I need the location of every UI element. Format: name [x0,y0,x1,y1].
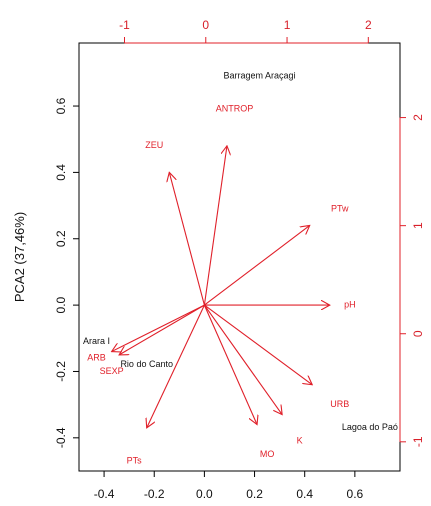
variable-label-arb: ARB [87,353,106,363]
site-label-lagoa-do-pa: Lagoa do Paó [342,422,398,432]
right-tick-label: 2 [411,114,425,121]
variable-label-zeu: ZEU [145,140,163,150]
top-tick-label: 2 [365,18,372,32]
variable-label-mo: MO [260,449,275,459]
left-tick-label: 0.6 [54,97,68,114]
site-label-rio-do-canto: Rio do Canto [120,359,173,369]
left-tick-label: -0.2 [54,361,68,382]
bottom-tick-label: 0.6 [347,487,364,501]
left-tick-label: 0.2 [54,230,68,247]
vector-arrow-zeu [169,172,205,306]
vector-arrow-antrop [203,146,227,306]
bottom-tick-label: 0.2 [246,487,263,501]
right-tick-label: 1 [411,222,425,229]
left-tick-label: 0.4 [54,164,68,181]
vector-arrow-mo [203,304,257,424]
vector-arrow-k [203,304,282,414]
variable-label-ph: pH [344,299,356,309]
vector-arrow-pts [147,304,205,428]
top-tick-label: 1 [284,18,291,32]
variable-label-ptw: PTw [331,203,349,213]
vector-arrow-arb [112,304,205,351]
site-labels: Barragem Araçagi Arara I Rio do Canto Lagoa… [83,71,398,433]
y-axis-label: PCA2 (37,46%) [12,212,27,302]
top-tick-label: 0 [202,18,209,32]
vector-arrow-urb [204,304,312,385]
right-tick-label: 0 [411,330,425,337]
variable-label-urb: URB [330,399,349,409]
bottom-tick-label: -0.4 [94,487,115,501]
variable-label-k: K [297,436,303,446]
variable-label-sexp: SEXP [100,366,124,376]
variable-label-antrop: ANTROP [216,104,254,114]
vector-arrow-sexp [119,304,205,355]
top-tick-label: -1 [119,18,130,32]
right-tick-label: -1 [411,436,425,447]
bottom-tick-label: -0.2 [144,487,165,501]
site-label-barragem-ara-agi: Barragem Araçagi [224,71,296,81]
left-tick-label: 0.0 [54,296,68,313]
loading-vectors [112,146,330,428]
variable-labels: ANTROP ZEU PTw pH ARB SEXP URB K MO PTs [87,104,355,466]
axes: -0.4 -0.2 0.0 0.2 0.4 0.6 -0.4 -0.2 0.0 0.2 0.4 0.6… [54,18,425,501]
variable-label-pts: PTs [127,455,143,465]
vector-arrow-ptw [204,225,309,306]
bottom-tick-label: 0.4 [296,487,313,501]
site-label-arara-i: Arara I [83,336,110,346]
left-tick-label: -0.4 [54,427,68,448]
bottom-tick-label: 0.0 [196,487,213,501]
